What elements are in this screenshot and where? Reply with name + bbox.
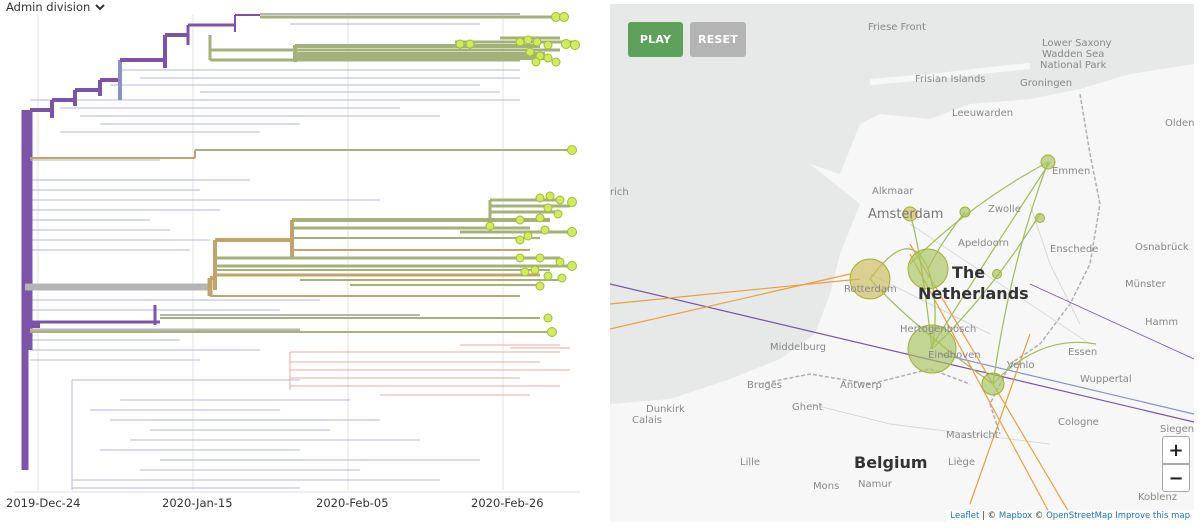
label-alkmaar: Alkmaar — [872, 186, 914, 197]
leaflet-link[interactable]: Leaflet — [950, 511, 980, 521]
label-friese-front: Friese Front — [868, 22, 926, 33]
label-zwolle: Zwolle — [988, 204, 1021, 215]
label-lower-saxony: Lower Saxony — [1042, 38, 1112, 49]
label-rotterdam: Rotterdam — [844, 284, 897, 295]
label-osnabruck: Osnabrück — [1135, 242, 1189, 253]
label-enschede: Enschede — [1050, 244, 1099, 255]
tree-tips — [455, 12, 580, 337]
label-essen: Essen — [1068, 347, 1098, 358]
label-frisian-islands: Frisian Islands — [915, 74, 986, 85]
osm-link[interactable]: OpenStreetMap — [1046, 511, 1113, 521]
phylogenetic-tree[interactable] — [0, 0, 600, 529]
label-wadden-sea: Wadden Sea — [1042, 49, 1105, 60]
map-attribution: Leaflet | © Mapbox © OpenStreetMap Impro… — [946, 510, 1194, 522]
axis-label-feb05: 2020-Feb-05 — [316, 496, 389, 510]
label-siegen: Siegen — [1160, 424, 1194, 435]
label-wuppertal: Wuppertal — [1080, 374, 1132, 385]
location-circles — [849, 154, 1056, 396]
label-national-park: National Park — [1040, 60, 1107, 71]
zoom-out-button[interactable]: − — [1162, 464, 1190, 492]
label-the: The — [952, 263, 986, 282]
label-netherlands: Netherlands — [918, 284, 1029, 303]
tree-branches-red — [289, 344, 570, 396]
axis-label-dec24: 2019-Dec-24 — [6, 496, 81, 510]
label-antwerp: Antwerp — [840, 380, 882, 391]
axis-label-jan15: 2020-Jan-15 — [162, 496, 233, 510]
zoom-in-button[interactable]: + — [1162, 436, 1190, 464]
label-oldenburg: Oldenb — [1165, 118, 1194, 129]
tree-trunk-purple — [21, 14, 260, 470]
tree-branches-green — [30, 15, 575, 333]
label-hamm: Hamm — [1145, 317, 1179, 328]
label-lille: Lille — [740, 457, 761, 468]
label-koblenz: Koblenz — [1138, 492, 1178, 503]
dropdown-label: Admin division — [6, 0, 91, 14]
attribution-separator-1: | © — [979, 511, 999, 521]
map-base — [610, 4, 1194, 522]
label-eindhoven: Eindhoven — [928, 350, 981, 361]
label-middelburg: Middelburg — [770, 342, 827, 353]
improve-map-link[interactable]: Improve this map — [1115, 511, 1190, 521]
label-venlo: Venlo — [1007, 360, 1035, 371]
time-gridlines — [37, 14, 504, 490]
label-belgium: Belgium — [854, 453, 928, 472]
axis-label-feb26: 2020-Feb-26 — [471, 496, 544, 510]
label-munster: Münster — [1125, 279, 1166, 290]
chevron-down-icon — [95, 4, 106, 11]
label-emmen: Emmen — [1052, 166, 1091, 177]
label-dunkirk: Dunkirk — [646, 404, 685, 415]
label-mons: Mons — [813, 481, 840, 492]
reset-button[interactable]: RESET — [690, 22, 746, 57]
tree-branches-tan — [30, 149, 570, 297]
label-hertogenbosch: Hertogenbosch — [900, 324, 977, 335]
label-norwich: rich — [610, 187, 629, 198]
label-leeuwarden: Leeuwarden — [952, 108, 1014, 119]
transmission-map[interactable]: Friese Front Lower Saxony Wadden Sea Nat… — [610, 4, 1194, 522]
phylogeny-panel: Admin division — [0, 0, 600, 529]
play-button[interactable]: PLAY — [628, 22, 683, 57]
label-apeldoorn: Apeldoorn — [958, 238, 1009, 249]
label-namur: Namur — [858, 479, 892, 490]
label-bruges: Bruges — [747, 380, 783, 391]
label-ghent: Ghent — [792, 402, 823, 413]
attribution-separator-2: © — [1032, 511, 1047, 521]
mapbox-link[interactable]: Mapbox — [998, 511, 1033, 521]
tree-branches-gray — [25, 13, 520, 332]
label-liege: Liège — [948, 457, 976, 468]
tree-branches-faint — [30, 69, 520, 490]
label-groningen: Groningen — [1020, 78, 1073, 89]
label-maastricht: Maastricht — [946, 430, 999, 441]
label-cologne: Cologne — [1058, 417, 1099, 428]
label-calais: Calais — [632, 415, 663, 426]
color-by-dropdown[interactable]: Admin division — [6, 0, 106, 14]
label-amsterdam: Amsterdam — [868, 207, 944, 222]
